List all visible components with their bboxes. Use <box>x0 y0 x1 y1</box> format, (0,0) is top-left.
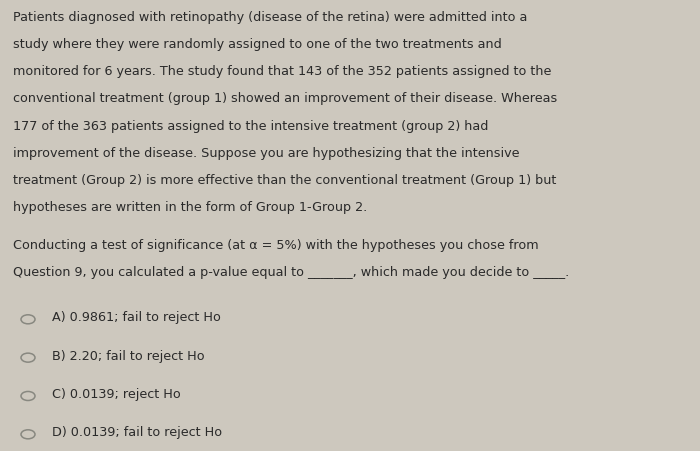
Text: D) 0.0139; fail to reject Ho: D) 0.0139; fail to reject Ho <box>52 426 223 439</box>
Text: C) 0.0139; reject Ho: C) 0.0139; reject Ho <box>52 388 181 401</box>
Text: conventional treatment (group 1) showed an improvement of their disease. Whereas: conventional treatment (group 1) showed … <box>13 92 557 106</box>
Text: treatment (Group 2) is more effective than the conventional treatment (Group 1) : treatment (Group 2) is more effective th… <box>13 174 556 187</box>
Text: Patients diagnosed with retinopathy (disease of the retina) were admitted into a: Patients diagnosed with retinopathy (dis… <box>13 11 527 24</box>
Text: 177 of the 363 patients assigned to the intensive treatment (group 2) had: 177 of the 363 patients assigned to the … <box>13 120 488 133</box>
Text: study where they were randomly assigned to one of the two treatments and: study where they were randomly assigned … <box>13 38 501 51</box>
Text: B) 2.20; fail to reject Ho: B) 2.20; fail to reject Ho <box>52 350 205 363</box>
Text: A) 0.9861; fail to reject Ho: A) 0.9861; fail to reject Ho <box>52 311 221 324</box>
Text: Conducting a test of significance (at α = 5%) with the hypotheses you chose from: Conducting a test of significance (at α … <box>13 239 538 252</box>
Text: improvement of the disease. Suppose you are hypothesizing that the intensive: improvement of the disease. Suppose you … <box>13 147 519 160</box>
Text: Question 9, you calculated a p-value equal to _______, which made you decide to : Question 9, you calculated a p-value equ… <box>13 266 569 279</box>
Text: hypotheses are written in the form of Group 1-Group 2.: hypotheses are written in the form of Gr… <box>13 201 367 214</box>
Text: monitored for 6 years. The study found that 143 of the 352 patients assigned to : monitored for 6 years. The study found t… <box>13 65 551 78</box>
